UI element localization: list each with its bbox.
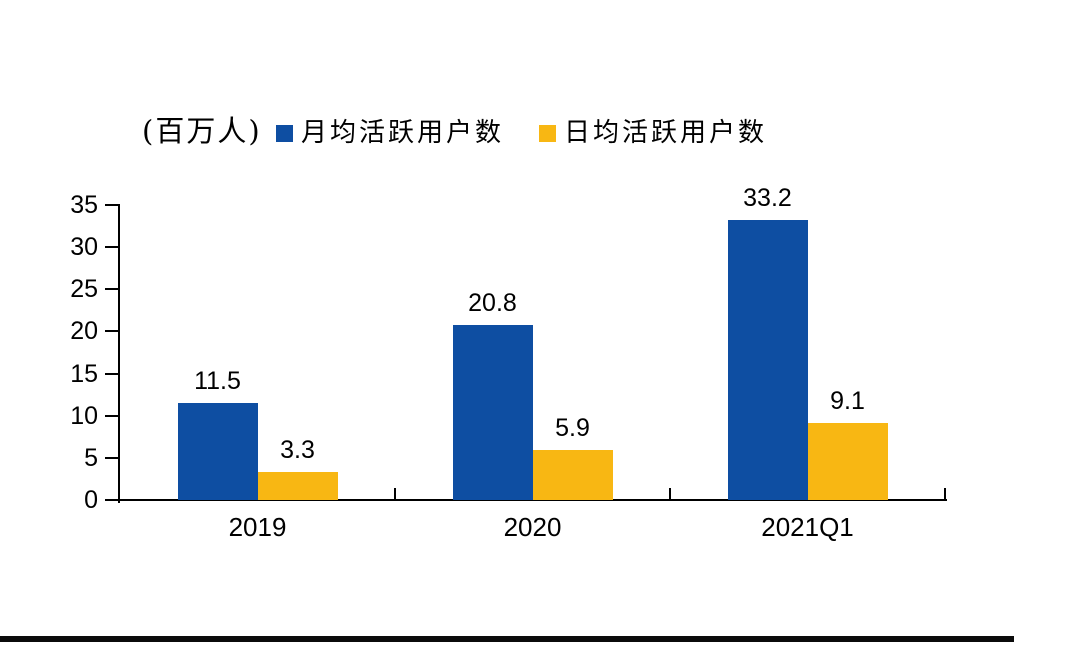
y-axis-tick-label: 35: [70, 191, 98, 219]
x-axis-category-label: 2019: [228, 512, 287, 542]
bar-value-label: 20.8: [468, 288, 517, 317]
bar-monthly-active-users: [727, 220, 808, 500]
legend: 月均活跃用户数 日均活跃用户数: [276, 118, 767, 148]
bar-value-label: 9.1: [830, 387, 865, 416]
bar-daily-active-users: [532, 450, 613, 500]
x-axis-category-label: 2021Q1: [761, 512, 854, 542]
bar-daily-active-users: [257, 472, 338, 500]
y-axis-line: [118, 205, 120, 503]
legend-label: 日均活跃用户数: [564, 118, 768, 148]
bar-monthly-active-users: [177, 403, 258, 500]
y-axis-tick-label: 5: [84, 443, 98, 472]
bar-monthly-active-users: [452, 324, 533, 500]
y-axis-tick: [105, 414, 120, 417]
legend-swatch-icon: [539, 124, 557, 142]
x-axis-tick: [669, 488, 671, 500]
y-axis-tick: [105, 246, 120, 249]
y-axis-tick: [105, 372, 120, 375]
y-axis-tick-label: 10: [70, 401, 98, 430]
bar-value-label: 33.2: [743, 184, 792, 213]
y-axis-tick: [105, 456, 120, 459]
y-axis-tick-label: 15: [70, 359, 98, 388]
x-axis-line: [118, 499, 947, 501]
bar-value-label: 5.9: [555, 414, 590, 443]
y-axis-tick-label: 25: [70, 275, 98, 304]
y-axis-tick-label: 20: [70, 317, 98, 346]
legend-label: 月均活跃用户数: [301, 118, 505, 148]
x-axis-tick: [944, 488, 946, 500]
bottom-divider-line: [0, 636, 1014, 642]
legend-item: 月均活跃用户数: [276, 118, 504, 148]
y-axis-tick: [105, 330, 120, 333]
y-axis-unit-label: (百万人): [142, 114, 262, 148]
y-axis-tick-label: 0: [84, 486, 98, 514]
x-axis-category-label: 2020: [503, 512, 562, 542]
bar-daily-active-users: [807, 423, 888, 500]
bar-value-label: 3.3: [280, 436, 315, 465]
legend-item: 日均活跃用户数: [539, 118, 767, 148]
y-axis-tick: [105, 204, 120, 206]
y-axis-tick: [105, 288, 120, 291]
legend-swatch-icon: [276, 124, 293, 142]
bar-value-label: 11.5: [194, 367, 241, 396]
y-axis-tick: [105, 499, 120, 501]
x-axis-tick: [394, 488, 396, 500]
y-axis-tick-label: 30: [70, 233, 98, 262]
plot-area: 0 5 10 15 20 25 30 35 11.5 3.3 2019 20.8 5.9 2020 33.2…: [70, 184, 947, 542]
